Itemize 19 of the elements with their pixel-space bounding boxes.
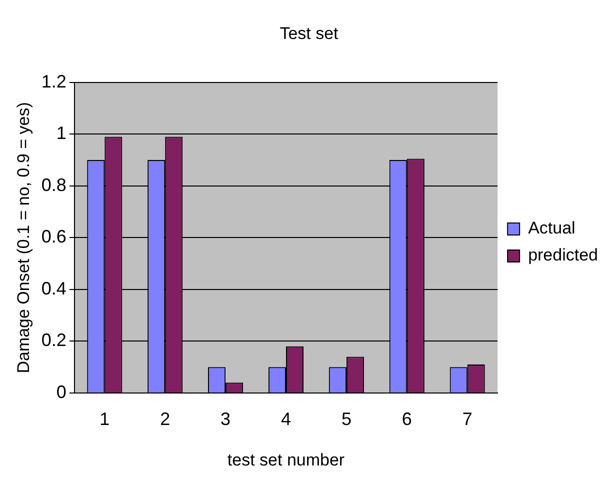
x-tick-label: 1 [100, 408, 110, 429]
y-tick-label: 0 [56, 382, 66, 402]
x-tick-label: 6 [402, 408, 412, 429]
legend-label: predicted [528, 246, 598, 265]
x-tick-label: 7 [462, 408, 472, 429]
y-axis-title: Damage Onset (0.1 = no, 0.9 = yes) [14, 102, 33, 374]
x-tick-label: 2 [160, 408, 170, 429]
legend-label: Actual [528, 218, 576, 238]
y-tick-label: 1 [56, 123, 66, 144]
x-tick-label: 4 [280, 408, 291, 429]
y-tick-label: 0.2 [41, 330, 66, 350]
y-tick-label: 0.6 [41, 226, 66, 247]
x-tick-label: 5 [341, 408, 352, 429]
x-axis-title: test set number [227, 450, 345, 470]
chart-title: Test set [280, 24, 339, 43]
y-tick-label: 1.2 [41, 71, 66, 92]
y-tick-label: 0.4 [41, 278, 66, 298]
x-tick-label: 3 [220, 408, 231, 429]
y-tick-label: 0.8 [41, 174, 66, 195]
